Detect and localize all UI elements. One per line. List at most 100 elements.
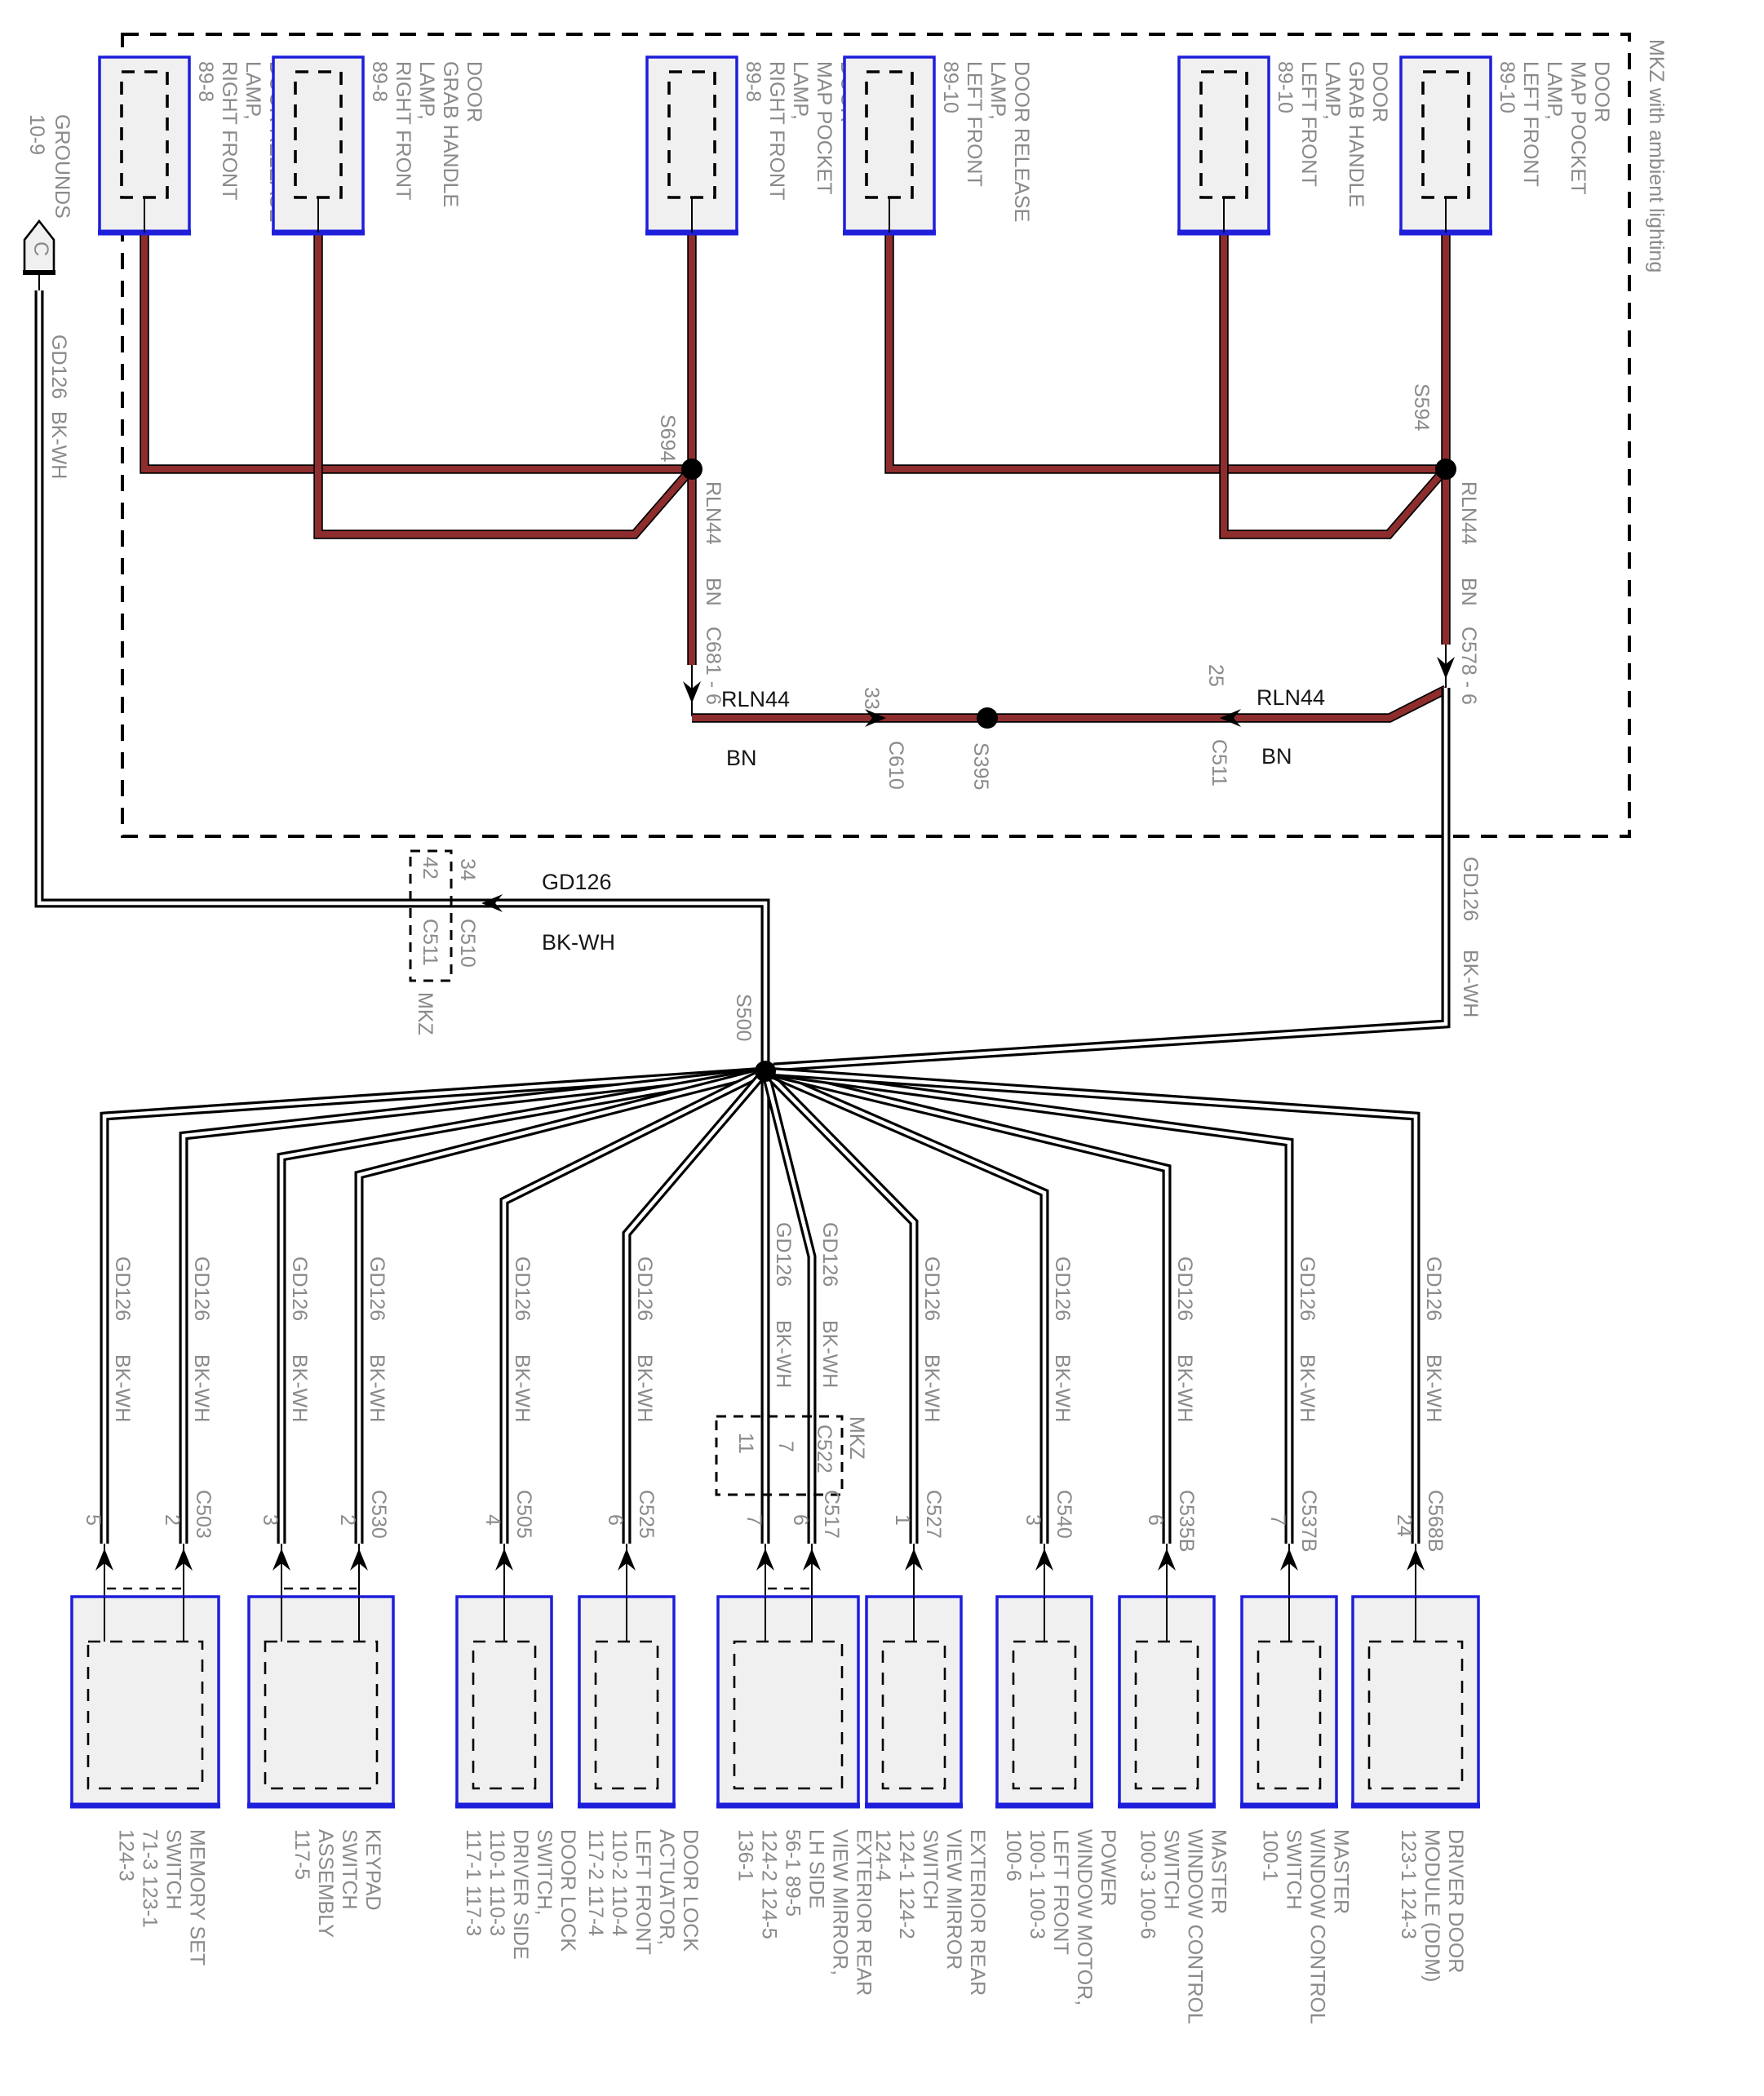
top-component-label-3: DOOR RELEASELAMP,LEFT FRONT89-10 bbox=[939, 61, 1033, 222]
pin-label-2-drop-1: 2 bbox=[161, 1514, 184, 1526]
bottom-component-2 bbox=[455, 1595, 553, 1809]
option-region-label: MKZ with ambient lighting bbox=[1645, 39, 1668, 273]
bottom-component-label-1: KEYPADSWITCHASSEMBLY117-5 bbox=[290, 1829, 384, 1938]
connector-arrow-up-icon bbox=[1158, 1549, 1176, 1571]
wire-rln44-feed bbox=[313, 233, 693, 539]
top-component-label-2: DOORMAP POCKETLAMP,RIGHT FRONT89-8 bbox=[742, 61, 859, 200]
wire-label-gd126: GD126 bbox=[47, 335, 70, 399]
drop-label-bk-wh-0: BK-WH bbox=[111, 1354, 134, 1422]
drop-label-bk-wh-11: BK-WH bbox=[1296, 1354, 1319, 1422]
bottom-component-1 bbox=[247, 1595, 395, 1809]
drop-label-gd126-1: GD126 bbox=[190, 1256, 213, 1321]
ground-reference-label: GROUNDS10-9 bbox=[25, 114, 73, 219]
drop-label-bk-wh-7: BK-WH bbox=[818, 1320, 841, 1388]
bottom-component-7 bbox=[1118, 1595, 1216, 1809]
connector-arrow-left-icon bbox=[481, 894, 503, 912]
wire-rln44-feed bbox=[884, 233, 1438, 474]
pin-label-6-drop-5: 6 bbox=[604, 1514, 627, 1526]
connector-label-C535B: C535B bbox=[1175, 1490, 1198, 1552]
connector-label-C527: C527 bbox=[922, 1490, 945, 1539]
wire-label-rln44-right: RLN44 bbox=[1457, 481, 1480, 545]
drop-label-gd126-0: GD126 bbox=[111, 1256, 134, 1321]
inline-connector-c522-box bbox=[715, 1415, 844, 1496]
connector-label-C530: C530 bbox=[367, 1490, 390, 1539]
connector-arrow-up-icon bbox=[273, 1549, 290, 1571]
drop-label-bk-wh-5: BK-WH bbox=[633, 1354, 656, 1422]
top-component-2 bbox=[645, 55, 738, 236]
pin-label-4-drop-4: 4 bbox=[481, 1514, 504, 1526]
connector-arrow-right-icon bbox=[865, 709, 886, 727]
wire-rln44-feed bbox=[140, 233, 684, 474]
connector-arrow-down-icon bbox=[1437, 657, 1455, 679]
splice-s395-dot bbox=[977, 707, 998, 729]
drop-label-gd126-5: GD126 bbox=[633, 1256, 656, 1321]
drop-label-gd126-4: GD126 bbox=[511, 1256, 534, 1321]
connector-label-C503: C503 bbox=[192, 1490, 215, 1539]
drop-label-gd126-9: GD126 bbox=[1051, 1256, 1074, 1321]
splice-s694-dot bbox=[681, 459, 702, 480]
pin-label-7-drop-11: 7 bbox=[1266, 1514, 1289, 1526]
bottom-component-0 bbox=[70, 1595, 220, 1809]
connector-c578-label: C578 - 6 bbox=[1457, 627, 1480, 705]
connector-arrow-left-icon bbox=[1220, 709, 1241, 727]
drop-label-bk-wh-6: BK-WH bbox=[772, 1320, 795, 1388]
bottom-component-label-0: MEMORY SETSWITCH71-3 123-1124-3 bbox=[115, 1829, 209, 1965]
connector-arrow-up-icon bbox=[175, 1549, 193, 1571]
top-component-1 bbox=[272, 55, 365, 236]
bottom-component-label-5: EXTERIOR REARVIEW MIRRORSWITCH124-1 124-… bbox=[871, 1829, 989, 1996]
top-component-5 bbox=[1399, 55, 1492, 236]
wire-gd126-right-feed bbox=[773, 688, 1451, 1072]
pin-label-1-drop-8: 1 bbox=[891, 1514, 914, 1526]
connector-c681-label: C681 - 6 bbox=[702, 627, 725, 705]
splice-s500-label: S500 bbox=[732, 994, 755, 1041]
connector-label-C537B: C537B bbox=[1297, 1490, 1320, 1552]
drop-label-gd126-10: GD126 bbox=[1173, 1256, 1196, 1321]
connector-label-C505: C505 bbox=[512, 1490, 535, 1539]
connector-c511-label: C511 bbox=[419, 919, 441, 966]
splice-s594-dot bbox=[1435, 459, 1456, 480]
drop-label-gd126-12: GD126 bbox=[1422, 1256, 1445, 1321]
connector-arrow-up-icon bbox=[756, 1549, 774, 1571]
wire-label-gd126-horizontal: GD126 bbox=[542, 870, 612, 894]
drop-label-bk-wh-1: BK-WH bbox=[190, 1354, 213, 1422]
pin-11-label: 11 bbox=[734, 1433, 757, 1454]
bottom-component-label-7: MASTERWINDOW CONTROLSWITCH100-3 100-6 bbox=[1137, 1829, 1230, 2024]
variant-mkz-522-label: MKZ bbox=[845, 1416, 868, 1460]
bus-label-bn-right: BN bbox=[1261, 744, 1292, 769]
bottom-component-label-8: MASTERWINDOW CONTROLSWITCH100-1 bbox=[1259, 1829, 1353, 2024]
connector-arrow-up-icon bbox=[905, 1549, 923, 1571]
connector-c610-label: C610 bbox=[884, 741, 907, 790]
wire-label-bn-left: BN bbox=[702, 578, 725, 606]
connector-arrow-up-icon bbox=[495, 1549, 513, 1571]
top-component-label-4: DOORGRAB HANDLELAMP,LEFT FRONT89-10 bbox=[1274, 61, 1391, 207]
drop-label-bk-wh-10: BK-WH bbox=[1173, 1354, 1196, 1422]
connector-label-C540: C540 bbox=[1053, 1490, 1075, 1539]
connector-arrow-up-icon bbox=[1280, 1549, 1298, 1571]
top-component-label-1: DOORGRAB HANDLELAMP,RIGHT FRONT89-8 bbox=[368, 61, 485, 207]
splice-s594-label: S594 bbox=[1410, 383, 1433, 431]
bottom-component-5 bbox=[865, 1595, 963, 1809]
pin-label-5-drop-0: 5 bbox=[82, 1514, 104, 1526]
bus-label-rln44-right: RLN44 bbox=[1257, 685, 1325, 710]
bottom-component-3 bbox=[578, 1595, 676, 1809]
connector-arrow-up-icon bbox=[95, 1549, 113, 1571]
connector-label-C525: C525 bbox=[635, 1490, 658, 1539]
top-component-3 bbox=[843, 55, 936, 236]
connector-c511-bus-label: C511 bbox=[1208, 739, 1230, 787]
wire-label-bk-wh-horizontal: BK-WH bbox=[542, 930, 615, 955]
drop-label-gd126-2: GD126 bbox=[288, 1256, 311, 1321]
pin-label-2-drop-3: 2 bbox=[336, 1514, 359, 1526]
drop-label-bk-wh-9: BK-WH bbox=[1051, 1354, 1074, 1422]
option-region-box bbox=[121, 33, 1631, 838]
connector-c522-label: C522 bbox=[813, 1425, 835, 1473]
pin-label-7-drop-6: 7 bbox=[742, 1514, 765, 1526]
pin-34-label: 34 bbox=[456, 858, 479, 881]
bus-label-bn-left: BN bbox=[726, 746, 757, 770]
top-component-4 bbox=[1177, 55, 1270, 236]
splice-s694-label: S694 bbox=[656, 414, 679, 462]
bottom-component-label-9: DRIVER DOORMODULE (DDM)123-1 124-3 bbox=[1397, 1829, 1467, 1983]
pin-label-3-drop-9: 3 bbox=[1022, 1514, 1044, 1526]
bottom-component-label-6: POWERWINDOW MOTOR,LEFT FRONT100-1 100-31… bbox=[1002, 1829, 1119, 2005]
pin-42-label: 42 bbox=[419, 857, 441, 880]
